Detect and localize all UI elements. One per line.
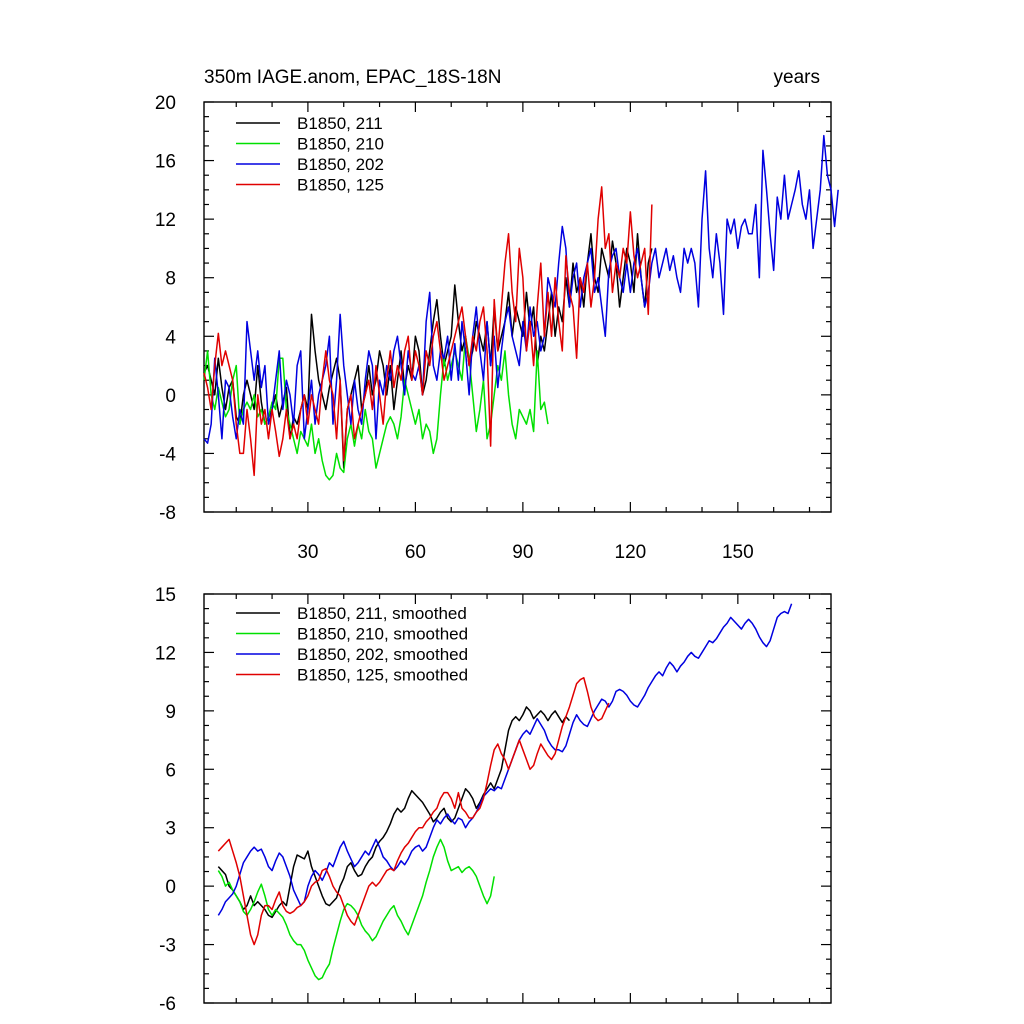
y-tick-label: 12	[155, 643, 176, 664]
series-line-b1850-202	[203, 134, 839, 444]
y-tick-label: 8	[165, 269, 176, 290]
y-tick-label: 4	[165, 327, 176, 348]
chart-title: 350m IAGE.anom, EPAC_18S-18N	[204, 67, 501, 88]
legend-label: B1850, 125	[297, 176, 384, 195]
legend-label: B1850, 211	[297, 114, 383, 133]
series-line-b1850-125-smoothed	[217, 677, 610, 946]
y-tick-label: -3	[159, 936, 176, 957]
legend-label: B1850, 202, smoothed	[297, 645, 468, 664]
series-line-b1850-211-smoothed	[217, 706, 571, 919]
x-tick-label: 90	[512, 542, 533, 563]
series-line-b1850-211	[203, 233, 653, 469]
y-tick-label: 15	[155, 585, 176, 606]
y-tick-label: -8	[159, 503, 176, 524]
y-tick-label: 9	[165, 702, 176, 723]
units-label: years	[774, 67, 820, 88]
y-tick-label: 6	[165, 760, 176, 781]
series-line-b1850-210-smoothed	[217, 838, 495, 981]
series-line-b1850-125	[203, 186, 653, 477]
x-tick-label: 60	[405, 542, 426, 563]
top-panel: 350m IAGE.anom, EPAC_18S-18N years -8 -4 0…	[155, 67, 839, 563]
y-tick-label: 3	[165, 819, 176, 840]
y-tick-label: -6	[159, 994, 176, 1015]
legend-label: B1850, 211, smoothed	[297, 604, 467, 623]
x-tick-label: 150	[722, 542, 754, 563]
y-tick-label: 16	[155, 152, 176, 173]
y-tick-label: -4	[159, 444, 176, 465]
x-tick-label: 30	[297, 542, 318, 563]
y-tick-label: 20	[155, 93, 176, 114]
y-tick-label: 12	[155, 210, 176, 231]
bottom-panel: -6 -3 0 3 6 9 12 15 B1850, 211, smoothed B1850, 2…	[155, 585, 832, 1015]
legend-label: B1850, 210	[297, 135, 384, 154]
legend-label: B1850, 125, smoothed	[297, 666, 468, 685]
legend-label: B1850, 210, smoothed	[297, 625, 468, 644]
y-tick-label: 0	[165, 386, 176, 407]
y-tick-label: 0	[165, 877, 176, 898]
x-tick-label: 120	[615, 542, 647, 563]
series-line-b1850-202-smoothed	[217, 603, 793, 916]
legend-label: B1850, 202	[297, 155, 384, 174]
